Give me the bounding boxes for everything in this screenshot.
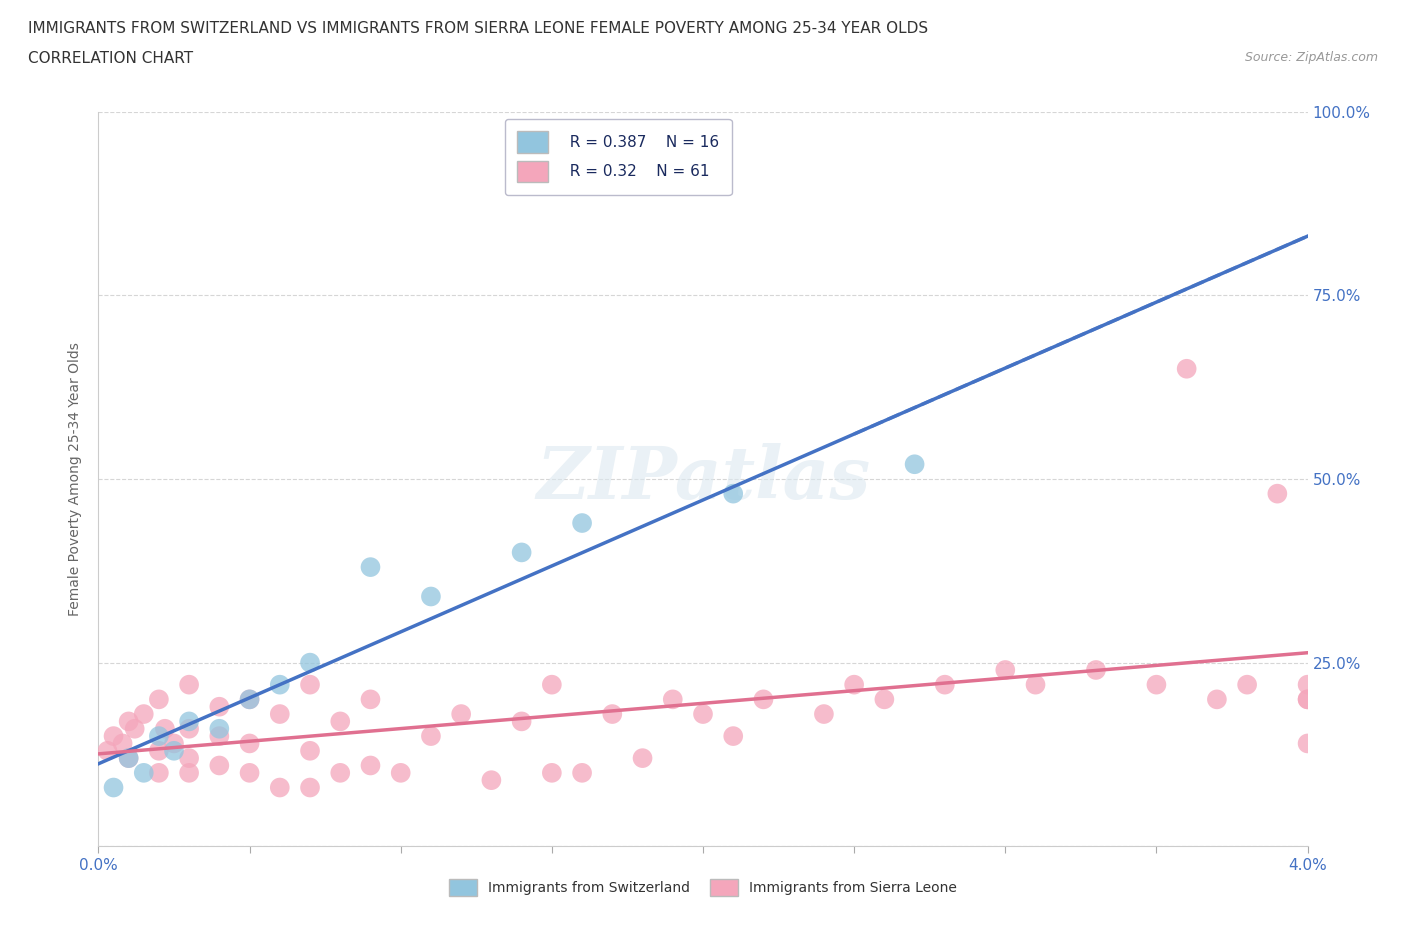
Point <box>844 677 866 692</box>
Point <box>360 560 382 575</box>
Point <box>103 729 125 744</box>
Point <box>934 677 956 692</box>
Legend: Immigrants from Switzerland, Immigrants from Sierra Leone: Immigrants from Switzerland, Immigrants … <box>443 874 963 902</box>
Point <box>179 765 201 780</box>
Point <box>148 692 170 707</box>
Point <box>1296 736 1319 751</box>
Point <box>103 780 125 795</box>
Point <box>118 714 141 729</box>
Point <box>163 736 186 751</box>
Point <box>111 736 134 751</box>
Point <box>148 729 170 744</box>
Point <box>299 656 322 671</box>
Point <box>661 692 683 707</box>
Point <box>239 736 262 751</box>
Point <box>179 714 201 729</box>
Text: Source: ZipAtlas.com: Source: ZipAtlas.com <box>1244 51 1378 64</box>
Y-axis label: Female Poverty Among 25-34 Year Olds: Female Poverty Among 25-34 Year Olds <box>69 342 83 616</box>
Point <box>329 765 352 780</box>
Point <box>1146 677 1168 692</box>
Point <box>208 729 231 744</box>
Point <box>360 758 382 773</box>
Point <box>1085 662 1108 677</box>
Point <box>360 692 382 707</box>
Point <box>813 707 835 722</box>
Point <box>269 780 291 795</box>
Point <box>420 589 443 604</box>
Point <box>208 699 231 714</box>
Point <box>1267 486 1289 501</box>
Point <box>1175 361 1198 376</box>
Point <box>1025 677 1047 692</box>
Point <box>179 677 201 692</box>
Point <box>208 758 231 773</box>
Point <box>153 722 176 737</box>
Point <box>481 773 503 788</box>
Point <box>540 765 562 780</box>
Point <box>540 677 562 692</box>
Point <box>994 662 1017 677</box>
Point <box>132 707 155 722</box>
Point <box>602 707 624 722</box>
Point <box>692 707 714 722</box>
Point <box>239 692 262 707</box>
Point <box>1296 692 1319 707</box>
Point <box>420 729 443 744</box>
Point <box>723 486 745 501</box>
Point <box>329 714 352 729</box>
Point <box>299 677 322 692</box>
Point <box>208 722 231 737</box>
Point <box>269 677 291 692</box>
Point <box>510 714 533 729</box>
Text: CORRELATION CHART: CORRELATION CHART <box>28 51 193 66</box>
Point <box>239 765 262 780</box>
Point <box>1236 677 1258 692</box>
Point <box>124 722 146 737</box>
Point <box>752 692 775 707</box>
Point <box>96 743 118 758</box>
Point <box>118 751 141 765</box>
Point <box>163 743 186 758</box>
Point <box>118 751 141 765</box>
Text: IMMIGRANTS FROM SWITZERLAND VS IMMIGRANTS FROM SIERRA LEONE FEMALE POVERTY AMONG: IMMIGRANTS FROM SWITZERLAND VS IMMIGRANT… <box>28 21 928 36</box>
Point <box>450 707 472 722</box>
Point <box>179 751 201 765</box>
Point <box>1206 692 1229 707</box>
Point <box>299 743 322 758</box>
Point <box>148 743 170 758</box>
Point <box>873 692 896 707</box>
Point <box>1296 692 1319 707</box>
Text: ZIPatlas: ZIPatlas <box>536 444 870 514</box>
Point <box>510 545 533 560</box>
Point <box>571 515 593 530</box>
Point <box>148 765 170 780</box>
Point <box>239 692 262 707</box>
Point <box>571 765 593 780</box>
Point <box>132 765 155 780</box>
Point <box>904 457 927 472</box>
Point <box>723 729 745 744</box>
Point <box>269 707 291 722</box>
Point <box>631 751 654 765</box>
Point <box>179 722 201 737</box>
Point <box>389 765 412 780</box>
Point <box>299 780 322 795</box>
Point <box>1296 677 1319 692</box>
